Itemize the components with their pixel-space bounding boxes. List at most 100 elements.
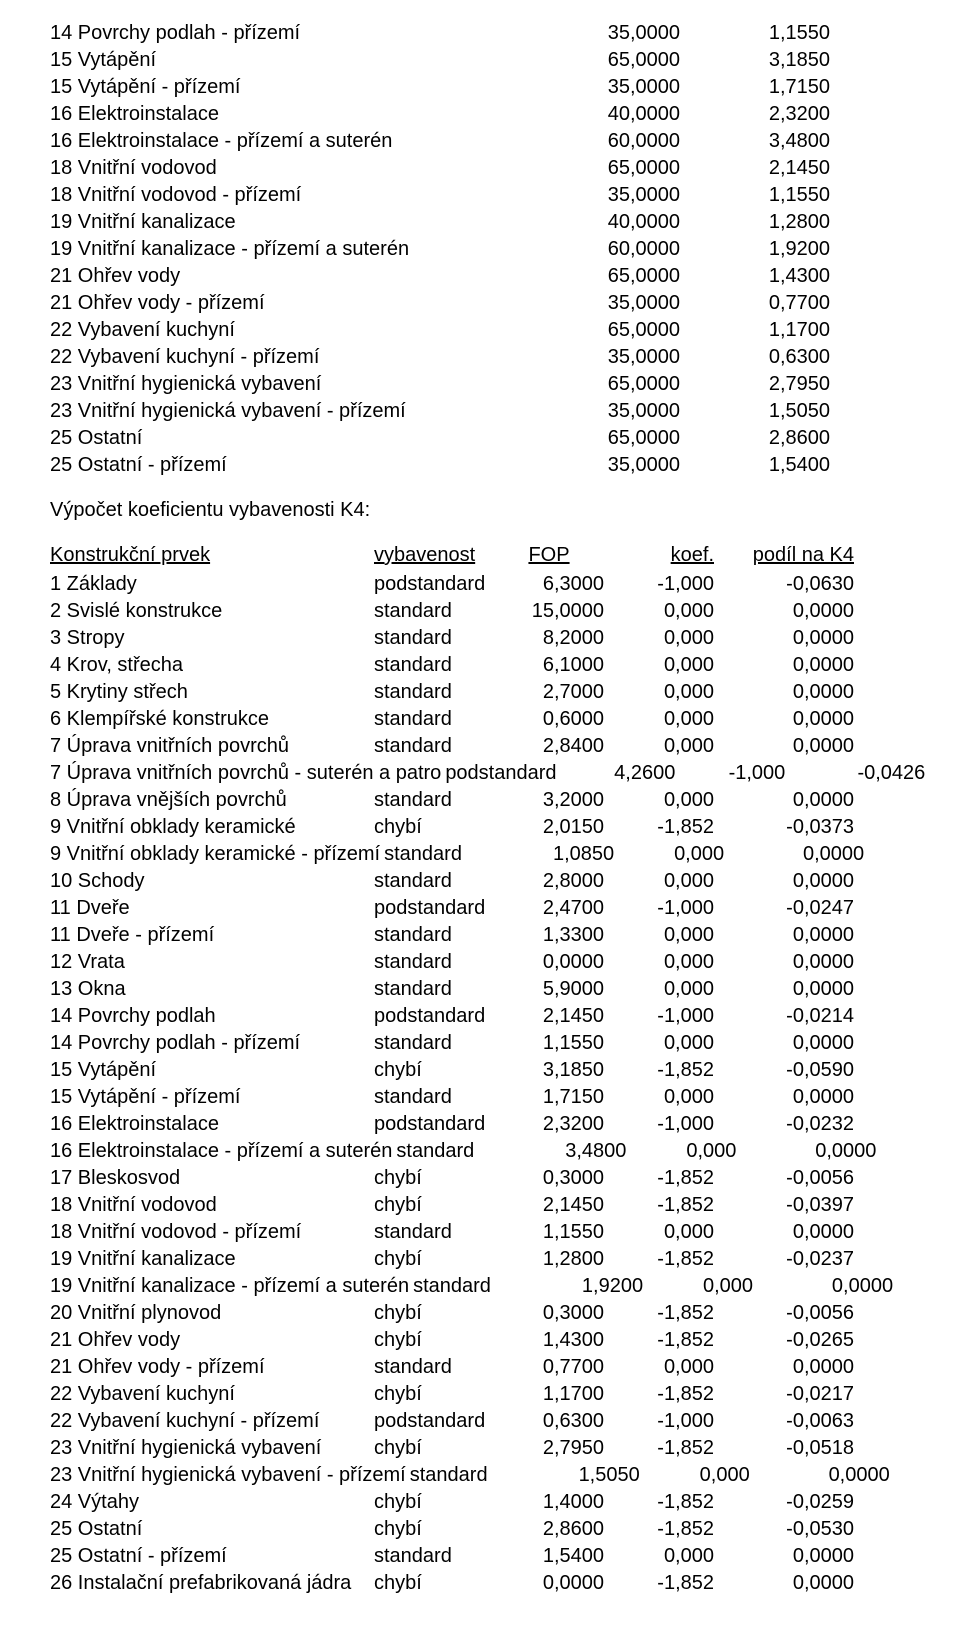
cell-koef: 0,000 <box>640 1462 750 1489</box>
table-row: 23 Vnitřní hygienická vybavení65,00002,7… <box>50 371 910 398</box>
cell-fop: 2,7950 <box>494 1435 604 1462</box>
cell-v2: 1,5050 <box>680 398 830 425</box>
cell-podil: 0,0000 <box>714 1219 854 1246</box>
cell-v1: 65,0000 <box>530 317 680 344</box>
cell-label: 20 Vnitřní plynovod <box>50 1300 370 1327</box>
cell-v2: 2,3200 <box>680 101 830 128</box>
cell-v1: 40,0000 <box>530 101 680 128</box>
cell-v1: 35,0000 <box>530 74 680 101</box>
table-row: 23 Vnitřní hygienická vybavení - přízemí… <box>50 1462 910 1489</box>
cell-koef: 0,000 <box>604 1543 714 1570</box>
cell-fop: 0,0000 <box>494 1570 604 1597</box>
table-row: 9 Vnitřní obklady keramickéchybí2,0150-1… <box>50 814 910 841</box>
table-2-header: Konstrukční prvek vybavenost FOP koef. p… <box>50 542 910 569</box>
cell-fop: 0,3000 <box>494 1300 604 1327</box>
cell-vyb: chybí <box>370 1327 494 1354</box>
col-header-fop: FOP <box>494 542 604 569</box>
table-row: 8 Úprava vnějších povrchůstandard3,20000… <box>50 787 910 814</box>
table-row: 9 Vnitřní obklady keramické - přízemísta… <box>50 841 910 868</box>
cell-koef: -1,852 <box>604 1246 714 1273</box>
table-row: 21 Ohřev vodychybí1,4300-1,852-0,0265 <box>50 1327 910 1354</box>
cell-vyb: podstandard <box>370 1111 494 1138</box>
cell-label: 21 Ohřev vody <box>50 1327 370 1354</box>
cell-label: 19 Vnitřní kanalizace <box>50 209 530 236</box>
table-row: 14 Povrchy podlahpodstandard2,1450-1,000… <box>50 1003 910 1030</box>
cell-label: 24 Výtahy <box>50 1489 370 1516</box>
cell-v1: 35,0000 <box>530 20 680 47</box>
cell-koef: 0,000 <box>604 706 714 733</box>
cell-fop: 1,5050 <box>530 1462 640 1489</box>
cell-fop: 1,3300 <box>494 922 604 949</box>
cell-v1: 35,0000 <box>530 398 680 425</box>
cell-v1: 65,0000 <box>530 155 680 182</box>
table-row: 24 Výtahychybí1,4000-1,852-0,0259 <box>50 1489 910 1516</box>
cell-koef: 0,000 <box>604 1354 714 1381</box>
table-row: 25 Ostatní65,00002,8600 <box>50 425 910 452</box>
cell-vyb: chybí <box>370 1300 494 1327</box>
cell-fop: 5,9000 <box>494 976 604 1003</box>
col-header-label: Konstrukční prvek <box>50 542 370 569</box>
cell-label: 2 Svislé konstrukce <box>50 598 370 625</box>
cell-label: 16 Elektroinstalace - přízemí a suterén <box>50 128 530 155</box>
cell-v2: 1,1700 <box>680 317 830 344</box>
table-row: 16 Elektroinstalace40,00002,3200 <box>50 101 910 128</box>
cell-label: 9 Vnitřní obklady keramické - přízemí <box>50 841 380 868</box>
cell-fop: 4,2600 <box>565 760 675 787</box>
cell-fop: 2,8000 <box>494 868 604 895</box>
cell-koef: 0,000 <box>604 733 714 760</box>
table-row: 18 Vnitřní vodovod65,00002,1450 <box>50 155 910 182</box>
cell-fop: 0,7700 <box>494 1354 604 1381</box>
cell-koef: -1,852 <box>604 1381 714 1408</box>
table-row: 4 Krov, střechastandard6,10000,0000,0000 <box>50 652 910 679</box>
cell-v2: 1,7150 <box>680 74 830 101</box>
cell-label: 7 Úprava vnitřních povrchů <box>50 733 370 760</box>
cell-fop: 1,0850 <box>504 841 614 868</box>
table-row: 1 Základypodstandard6,3000-1,000-0,0630 <box>50 571 910 598</box>
cell-fop: 0,3000 <box>494 1165 604 1192</box>
cell-label: 23 Vnitřní hygienická vybavení <box>50 1435 370 1462</box>
cell-label: 8 Úprava vnějších povrchů <box>50 787 370 814</box>
cell-podil: -0,0373 <box>714 814 854 841</box>
cell-koef: 0,000 <box>604 625 714 652</box>
cell-podil: 0,0000 <box>736 1138 876 1165</box>
cell-vyb: standard <box>370 679 494 706</box>
cell-fop: 2,1450 <box>494 1192 604 1219</box>
cell-label: 3 Stropy <box>50 625 370 652</box>
cell-podil: -0,0063 <box>714 1408 854 1435</box>
cell-fop: 15,0000 <box>494 598 604 625</box>
cell-podil: -0,0590 <box>714 1057 854 1084</box>
cell-podil: 0,0000 <box>724 841 864 868</box>
cell-vyb: standard <box>370 1030 494 1057</box>
cell-vyb: standard <box>370 868 494 895</box>
cell-koef: 0,000 <box>614 841 724 868</box>
table-row: 19 Vnitřní kanalizace40,00001,2800 <box>50 209 910 236</box>
cell-podil: 0,0000 <box>714 787 854 814</box>
cell-v1: 60,0000 <box>530 236 680 263</box>
table-row: 16 Elektroinstalace - přízemí a suteréns… <box>50 1138 910 1165</box>
cell-vyb: standard <box>409 1273 533 1300</box>
cell-v2: 0,6300 <box>680 344 830 371</box>
cell-label: 18 Vnitřní vodovod - přízemí <box>50 182 530 209</box>
cell-vyb: chybí <box>370 814 494 841</box>
cell-vyb: chybí <box>370 1570 494 1597</box>
cell-label: 19 Vnitřní kanalizace <box>50 1246 370 1273</box>
cell-label: 22 Vybavení kuchyní - přízemí <box>50 344 530 371</box>
cell-koef: 0,000 <box>604 949 714 976</box>
cell-label: 7 Úprava vnitřních povrchů - suterén a p… <box>50 760 441 787</box>
cell-koef: 0,000 <box>604 1219 714 1246</box>
cell-vyb: podstandard <box>441 760 565 787</box>
cell-label: 16 Elektroinstalace - přízemí a suterén <box>50 1138 392 1165</box>
cell-vyb: standard <box>370 1084 494 1111</box>
table-row: 7 Úprava vnitřních povrchů - suterén a p… <box>50 760 910 787</box>
cell-label: 22 Vybavení kuchyní <box>50 317 530 344</box>
cell-v2: 1,2800 <box>680 209 830 236</box>
cell-vyb: standard <box>370 1219 494 1246</box>
cell-podil: 0,0000 <box>714 1084 854 1111</box>
cell-label: 4 Krov, střecha <box>50 652 370 679</box>
table-row: 21 Ohřev vody - přízemístandard0,77000,0… <box>50 1354 910 1381</box>
cell-koef: 0,000 <box>626 1138 736 1165</box>
cell-podil: -0,0426 <box>785 760 925 787</box>
table-row: 22 Vybavení kuchyní - přízemípodstandard… <box>50 1408 910 1435</box>
table-row: 2 Svislé konstrukcestandard15,00000,0000… <box>50 598 910 625</box>
cell-v2: 3,4800 <box>680 128 830 155</box>
